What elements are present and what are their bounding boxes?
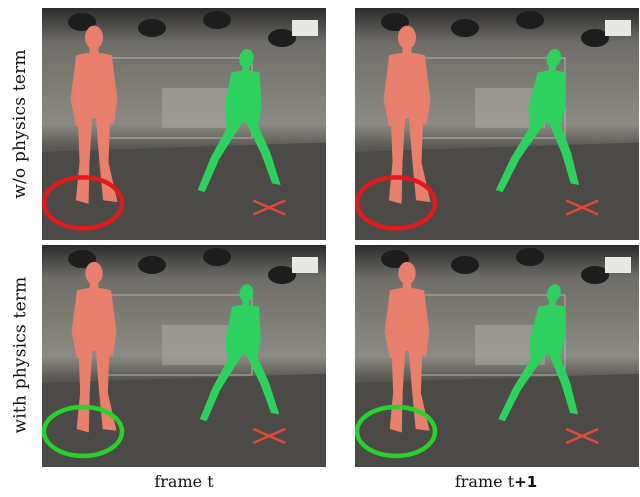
ceiling-light	[381, 250, 409, 268]
scene-image	[42, 8, 326, 240]
green-body-model	[197, 49, 281, 193]
ceiling-light	[268, 266, 296, 284]
green-body-model	[495, 49, 580, 193]
floor-marker	[565, 427, 599, 445]
softbox-light	[605, 20, 631, 36]
feet-highlight-circle	[355, 404, 438, 459]
column-label-right-suffix: +1	[514, 473, 538, 491]
ceiling-light	[451, 256, 479, 274]
feet-highlight-circle	[355, 175, 438, 231]
ceiling-light	[138, 19, 166, 37]
red-body-model	[70, 25, 118, 204]
floor-marker	[252, 199, 286, 216]
red-body-model	[383, 25, 431, 204]
row-label-top-text: w/o physics term	[10, 49, 31, 199]
panel-top-left	[42, 8, 326, 240]
softbox-light	[292, 257, 318, 273]
wall-panel	[162, 325, 232, 365]
green-body-model	[498, 284, 579, 422]
ceiling-light	[516, 248, 544, 266]
feet-highlight-circle	[42, 175, 125, 231]
ceiling-light	[516, 11, 544, 29]
ceiling-light	[268, 29, 296, 47]
scene-image	[42, 245, 326, 467]
ceiling-light	[203, 248, 231, 266]
ceiling-light	[68, 250, 96, 268]
row-label-bottom-text: with physics term	[10, 276, 30, 434]
ceiling-light	[451, 19, 479, 37]
ceiling-light	[138, 256, 166, 274]
ceiling-light	[581, 29, 609, 47]
column-label-left: frame t	[44, 472, 324, 491]
scene-image	[355, 245, 639, 467]
feet-highlight-circle	[42, 404, 125, 459]
floor-marker	[252, 427, 286, 445]
column-label-right: frame t+1	[356, 472, 636, 491]
ceiling-light	[581, 266, 609, 284]
scene-image	[355, 8, 639, 240]
wall-panel	[162, 88, 232, 128]
row-label-top: w/o physics term	[0, 8, 40, 240]
ceiling-light	[68, 13, 96, 31]
column-label-right-text: frame t	[454, 472, 515, 491]
panel-bottom-right	[355, 245, 639, 467]
column-label-left-text: frame t	[154, 472, 214, 491]
panel-top-right	[355, 8, 639, 240]
row-label-bottom: with physics term	[0, 244, 40, 466]
green-body-model	[199, 284, 280, 422]
floor	[42, 142, 326, 240]
floor-marker	[565, 199, 599, 216]
floor	[42, 373, 326, 467]
softbox-light	[605, 257, 631, 273]
panel-bottom-left	[42, 245, 326, 467]
red-body-model	[71, 261, 117, 433]
red-body-model	[384, 261, 430, 433]
ceiling-light	[381, 13, 409, 31]
ceiling-light	[203, 11, 231, 29]
softbox-light	[292, 20, 318, 36]
